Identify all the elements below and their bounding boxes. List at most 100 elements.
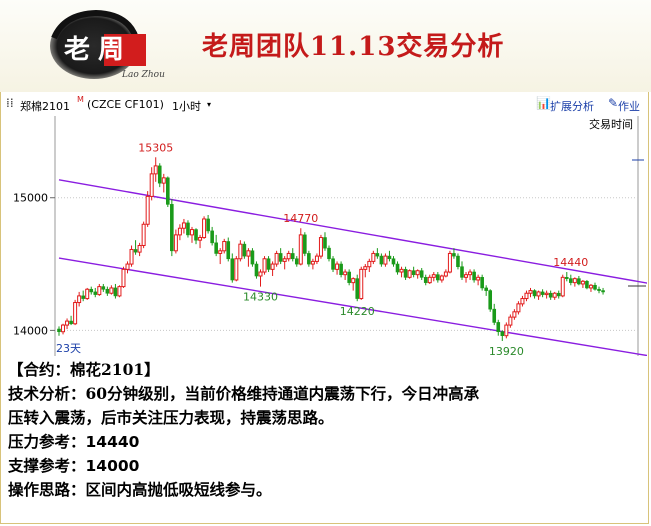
grip-icon[interactable]: ⁞⁞: [6, 96, 14, 110]
candle-body: [552, 292, 557, 298]
chart-toolbar: ⁞⁞ 郑棉2101 M (CZCE CF101) 1小时 ▾ 📊 扩展分析 ✎ …: [4, 94, 647, 117]
candle-body: [343, 271, 348, 276]
candle-body: [258, 271, 263, 277]
candle-body: [528, 290, 533, 294]
candle-body: [540, 291, 545, 295]
candle-body: [85, 288, 90, 300]
candle-body: [278, 253, 283, 262]
candle-body: [170, 204, 174, 252]
candle-body: [69, 320, 73, 325]
candle-body: [286, 252, 291, 260]
strategy-line: 操作思路：区间内高抛低吸短线参与。: [8, 480, 272, 499]
candle-body: [536, 291, 541, 297]
candle-body: [246, 250, 251, 257]
support-label: 支撑参考：: [8, 456, 86, 475]
candle-body: [105, 288, 110, 294]
candle-body: [81, 295, 85, 299]
work-button[interactable]: 作业: [618, 100, 640, 113]
candle-body: [443, 271, 448, 277]
candle-body: [77, 295, 82, 304]
candle-body: [218, 250, 223, 254]
candle-body: [564, 277, 569, 279]
candle-body: [339, 263, 343, 275]
candle-body: [601, 290, 605, 293]
candle-body: [415, 270, 420, 276]
candle-body: [121, 268, 126, 288]
candle-body: [383, 255, 388, 265]
candle-body: [391, 258, 396, 265]
symbol-name: 郑棉2101: [20, 100, 70, 113]
annotation-13920: 13920: [489, 345, 524, 356]
candle-body: [97, 286, 102, 296]
candle-body: [436, 274, 440, 281]
ink-brush-arc: [51, 9, 139, 40]
candle-body: [419, 270, 424, 278]
candle-body: [407, 270, 412, 278]
candle-body: [222, 241, 227, 252]
candle-body: [452, 253, 456, 257]
candle-body: [379, 255, 384, 265]
price-chart: 14000 15000 15305 14770 14330 14220 13920 1444…: [4, 116, 647, 356]
y-tick-label-15000: 15000: [13, 192, 48, 205]
support-value: 14000: [85, 457, 140, 475]
chevron-down-icon[interactable]: ▾: [207, 100, 212, 109]
candle-body: [65, 320, 70, 326]
team-logo: 老周 Lao Zhou: [50, 9, 165, 80]
candle-body: [508, 316, 513, 326]
candle-body: [484, 287, 488, 291]
contract-code: (CZCE CF101): [87, 98, 164, 111]
candle-body: [472, 271, 476, 281]
period-select[interactable]: 1小时: [172, 100, 201, 113]
pencil-icon[interactable]: ✎: [608, 96, 619, 110]
candle-body: [468, 271, 473, 276]
support-line: 支撑参考：14000: [8, 454, 644, 478]
annotation-15305: 15305: [138, 141, 173, 154]
tick-layer: 14000 15000: [13, 192, 55, 337]
candle-body: [359, 268, 364, 300]
x-start-label: 23天: [56, 342, 81, 355]
candle-body: [101, 286, 106, 290]
candle-body: [560, 276, 565, 297]
candle-body: [572, 278, 577, 284]
candle-body: [520, 298, 525, 305]
channel-lower-line: [58, 257, 647, 356]
candle-body: [423, 277, 428, 283]
page-title: 老周团队11.13交易分析: [202, 32, 505, 62]
candle-body: [194, 229, 198, 241]
chart-analysis-icon[interactable]: 📊: [536, 96, 551, 110]
candle-body: [331, 258, 335, 270]
tech-analysis-line1: 技术分析：60分钟级别，当前价格维持通道内震荡下行，今日冲高承: [8, 384, 480, 403]
candle-body: [206, 218, 210, 232]
candle-body: [57, 328, 61, 333]
candle-body: [476, 276, 481, 281]
header-banner: 老周 Lao Zhou 老周团队11.13交易分析: [0, 0, 651, 92]
candle-body: [395, 263, 400, 273]
candle-body: [532, 290, 537, 297]
candle-body: [166, 177, 170, 205]
candle-body: [93, 291, 98, 295]
candle-body: [387, 255, 392, 260]
grid-layer: [55, 197, 638, 331]
candle-body: [149, 173, 154, 197]
candle-body: [411, 270, 416, 275]
candle-body: [230, 258, 235, 281]
candle-body: [307, 253, 311, 265]
candle-body: [125, 263, 130, 270]
annotation-14770: 14770: [283, 212, 318, 225]
expand-analysis-button[interactable]: 扩展分析: [550, 100, 594, 113]
candle-body: [447, 252, 452, 273]
candle-body: [355, 278, 360, 299]
candle-body: [270, 263, 275, 270]
candle-body: [427, 276, 432, 284]
candle-body: [173, 234, 178, 252]
candle-body: [480, 277, 484, 289]
candle-body: [512, 311, 517, 318]
candle-body: [310, 260, 315, 265]
candle-body: [290, 253, 295, 260]
candle-body: [439, 275, 444, 281]
candle-body: [363, 266, 368, 270]
analysis-text: 【合约：棉花2101】 技术分析：60分钟级别，当前价格维持通道内震荡下行，今日…: [8, 358, 644, 502]
candle-body: [335, 263, 340, 270]
candle-body: [367, 260, 372, 268]
candle-body: [113, 287, 118, 297]
